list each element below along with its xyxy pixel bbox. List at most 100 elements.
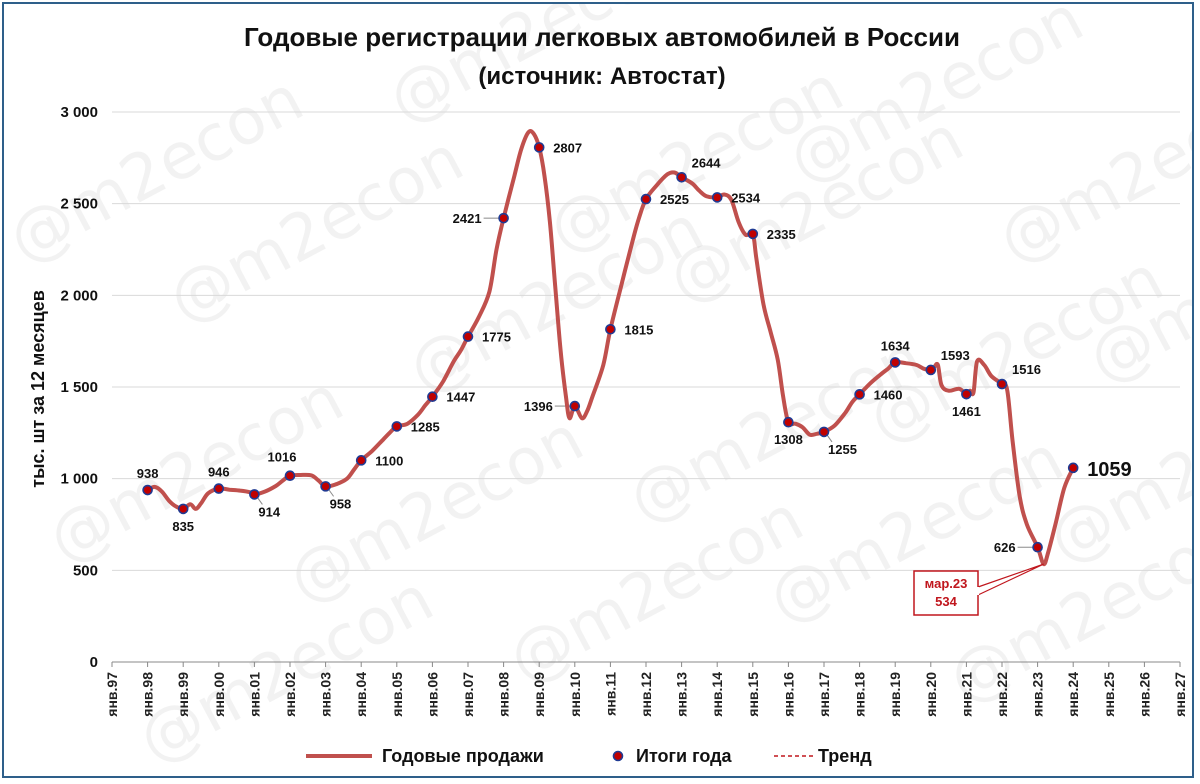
- data-label: 946: [208, 465, 230, 480]
- x-tick-label: янв.20: [923, 672, 939, 717]
- year-total-marker: [462, 331, 474, 342]
- data-label: 958: [330, 496, 352, 511]
- data-label: 2335: [767, 227, 796, 242]
- year-total-marker: [498, 212, 509, 224]
- x-tick-label: янв.08: [496, 672, 512, 717]
- year-total-marker: [961, 388, 972, 400]
- callout-joint: [977, 587, 979, 595]
- x-tick-label: янв.13: [674, 672, 690, 717]
- data-label: 1016: [268, 450, 297, 465]
- data-label: 835: [172, 519, 194, 534]
- callout-pointer: [977, 563, 1044, 596]
- year-total-marker: [249, 489, 260, 500]
- year-total-marker: [391, 421, 403, 432]
- annual-sales-line: [145, 129, 1076, 567]
- x-tick-label: янв.26: [1136, 672, 1152, 717]
- x-tick-label: янв.98: [140, 672, 156, 717]
- data-label: 1308: [774, 432, 803, 447]
- data-label: 2807: [553, 140, 582, 155]
- chart-title: Годовые регистрации легковых автомобилей…: [244, 22, 960, 52]
- y-tick-label: 1 500: [60, 379, 98, 396]
- data-label: 1461: [952, 404, 981, 419]
- x-tick-label: янв.24: [1065, 672, 1081, 717]
- data-label: 938: [137, 466, 159, 481]
- year-total-marker: [320, 481, 331, 492]
- data-label: 2421: [453, 211, 482, 226]
- x-tick-label: янв.22: [994, 672, 1010, 717]
- y-axis-label: тыс. шт за 12 месяцев: [28, 290, 48, 488]
- x-tick-label: янв.11: [602, 672, 618, 716]
- x-tick-label: янв.04: [353, 672, 369, 717]
- year-total-marker: [747, 228, 759, 240]
- x-tick-label: янв.16: [780, 672, 796, 717]
- watermark-text: @m2econ: [127, 562, 445, 776]
- y-tick-label: 3 000: [60, 104, 98, 121]
- data-label: 1593: [941, 348, 970, 363]
- legend: Годовые продажи Итоги года Тренд: [306, 746, 872, 766]
- y-axis-ticks: 0 500 1 000 1 500 2 000 2 500 3 000: [60, 104, 98, 671]
- year-total-marker: [1067, 462, 1079, 474]
- x-tick-label: янв.10: [567, 672, 583, 717]
- watermark-text: @m2econ: [987, 62, 1192, 278]
- x-tick-label: янв.14: [709, 672, 725, 717]
- data-label: 1100: [375, 453, 403, 468]
- y-tick-label: 2 500: [60, 196, 98, 213]
- callout-text: мар.23: [925, 576, 968, 591]
- year-total-marker: [355, 455, 367, 466]
- year-total-marker: [284, 470, 296, 482]
- x-tick-label: янв.06: [424, 672, 440, 717]
- year-total-marker: [676, 171, 687, 183]
- year-total-marker: [996, 378, 1008, 390]
- y-tick-label: 0: [90, 654, 98, 671]
- label-leader: [826, 434, 833, 443]
- data-label: 1634: [881, 338, 911, 353]
- x-tick-label: янв.07: [460, 672, 476, 717]
- data-label: 1396: [524, 399, 553, 414]
- data-label: 2534: [731, 190, 761, 205]
- x-tick-label: янв.97: [104, 672, 120, 717]
- x-tick-label: янв.23: [1030, 672, 1046, 717]
- year-total-marker: [889, 357, 901, 368]
- x-tick-label: янв.21: [958, 672, 974, 717]
- data-label: 626: [994, 540, 1016, 555]
- callout-text: 534: [935, 594, 957, 609]
- x-tick-label: янв.12: [638, 672, 654, 717]
- year-total-marker: [427, 391, 438, 403]
- data-label: 2525: [660, 192, 689, 207]
- data-label: 1255: [828, 442, 857, 457]
- x-tick-label: янв.99: [175, 672, 191, 717]
- year-total-marker: [854, 389, 865, 400]
- data-label: 1059: [1087, 459, 1132, 481]
- y-tick-label: 2 000: [60, 287, 98, 304]
- data-label: 1460: [874, 387, 903, 402]
- data-label: 1516: [1012, 362, 1041, 377]
- legend-label: Итоги года: [636, 746, 733, 766]
- data-label: 914: [258, 504, 280, 519]
- x-tick-label: янв.02: [282, 672, 298, 717]
- x-tick-label: янв.03: [318, 672, 334, 717]
- label-leaders: [256, 217, 1033, 548]
- label-leader: [256, 497, 263, 505]
- legend-label: Тренд: [818, 746, 872, 766]
- data-label: 1447: [446, 390, 475, 405]
- year-total-marker: [569, 400, 581, 412]
- x-tick-label: янв.05: [389, 672, 405, 717]
- data-label: 1285: [411, 419, 440, 434]
- x-tick-label: янв.09: [531, 672, 547, 717]
- legend-label: Годовые продажи: [382, 746, 544, 766]
- legend-swatch-marker: [612, 750, 624, 762]
- year-total-marker: [640, 193, 652, 205]
- x-axis: янв.97 янв.98 янв.99 янв.00 янв.01 янв.02 янв.…: [104, 661, 1188, 717]
- data-label: 1815: [624, 322, 653, 337]
- x-tick-label: янв.25: [1101, 672, 1117, 717]
- year-total-marker: [213, 483, 225, 494]
- year-total-markers: [142, 142, 1079, 553]
- label-leader: [328, 489, 335, 497]
- x-tick-label: янв.19: [887, 672, 903, 717]
- year-total-marker: [818, 426, 830, 438]
- y-tick-label: 500: [73, 562, 98, 579]
- year-total-marker: [177, 503, 189, 515]
